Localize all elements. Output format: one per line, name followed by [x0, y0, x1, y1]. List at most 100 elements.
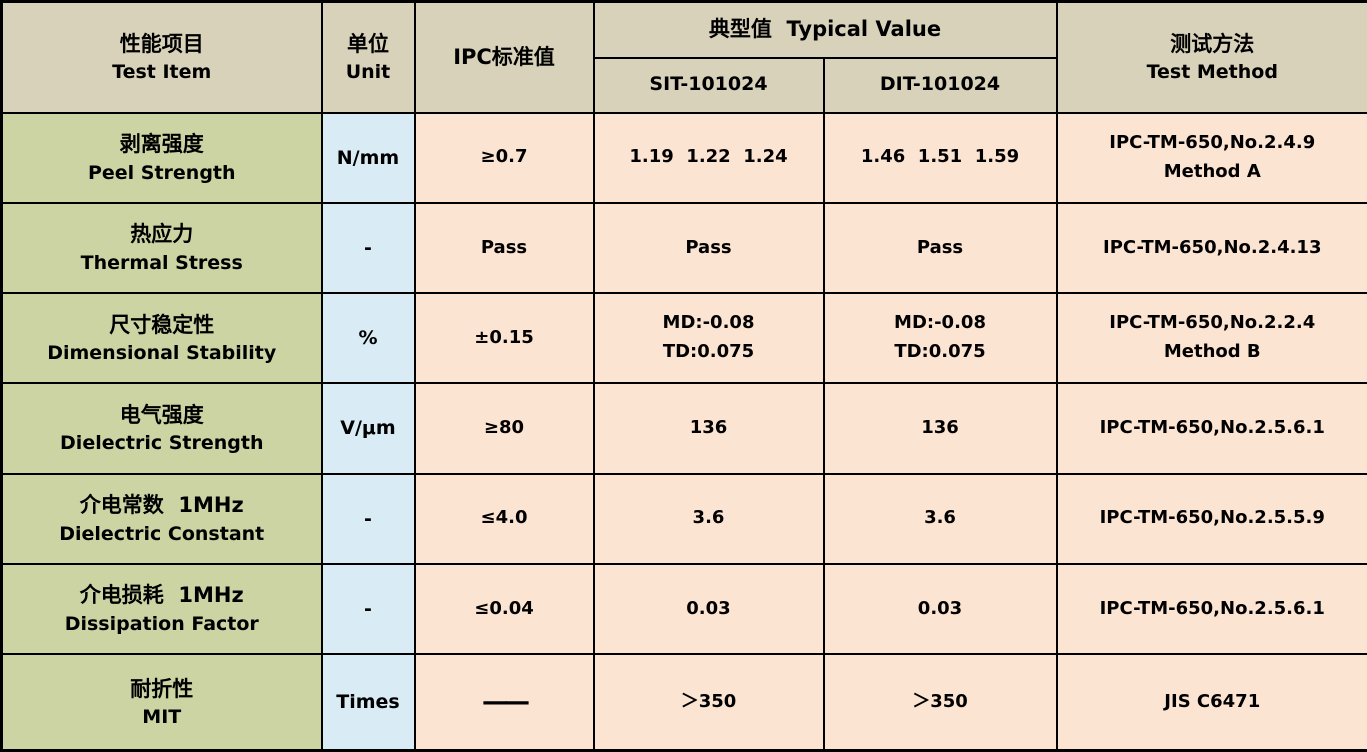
table-row: 尺寸稳定性 Dimensional Stability % ±0.15 MD:-… — [0, 292, 1367, 385]
unit-value: Times — [336, 691, 400, 714]
test-method-line: Method B — [1163, 341, 1261, 363]
table-row: 剥离强度 Peel Strength N/mm ≥0.7 1.19 1.22 1… — [0, 111, 1367, 204]
cell-sit-value: 0.03 — [592, 562, 825, 656]
test-method-line: IPC-TM-650,No.2.5.6.1 — [1099, 597, 1325, 619]
test-item-zh: 剥离强度 — [119, 132, 204, 157]
header-test-method-zh: 测试方法 — [1170, 31, 1255, 56]
test-item-zh: 尺寸稳定性 — [109, 312, 215, 337]
ipc-value: ≤0.04 — [474, 597, 534, 619]
test-method-line: JIS C6471 — [1164, 690, 1261, 712]
dit-value-line: TD:0.075 — [894, 341, 986, 363]
cell-dit-value: 1.46 1.51 1.59 — [822, 111, 1058, 204]
header-ipc-standard-label: IPC标准值 — [453, 44, 555, 69]
cell-sit-value: MD:-0.08 TD:0.075 — [592, 292, 825, 385]
cell-ipc-standard: ≥0.7 — [413, 111, 595, 204]
header-unit: 单位 Unit — [320, 0, 416, 114]
header-sub-sit-label: SIT-101024 — [649, 73, 768, 96]
test-item-en: Dimensional Stability — [47, 342, 277, 365]
table-header: 性能项目 Test Item 单位 Unit IPC标准值 典型值 Typica… — [0, 0, 1367, 114]
cell-dit-value: Pass — [822, 201, 1058, 295]
test-item-en: Dielectric Constant — [59, 522, 265, 545]
header-test-item-zh: 性能项目 — [119, 31, 204, 56]
sit-value-line: MD:-0.08 — [662, 312, 755, 334]
cell-ipc-standard: ≥80 — [413, 382, 595, 475]
test-item-en: MIT — [142, 706, 182, 729]
ipc-value: —— — [482, 686, 530, 717]
unit-value: % — [358, 327, 378, 350]
test-method-line: IPC-TM-650,No.2.5.6.1 — [1099, 417, 1325, 439]
header-test-method-en: Test Method — [1146, 61, 1278, 84]
test-method-line: IPC-TM-650,No.2.4.13 — [1103, 236, 1322, 258]
sit-value-line: TD:0.075 — [662, 341, 755, 363]
cell-test-item: 介电损耗 1MHz Dissipation Factor — [0, 562, 323, 656]
sit-value-line: 1.19 1.22 1.24 — [629, 146, 788, 168]
test-item-zh: 热应力 — [130, 222, 194, 247]
cell-test-method: IPC-TM-650,No.2.5.6.1 — [1055, 382, 1367, 475]
table-row: 热应力 Thermal Stress - Pass Pass Pass IPC-… — [0, 201, 1367, 295]
cell-test-item: 介电常数 1MHz Dielectric Constant — [0, 472, 323, 565]
cell-test-item: 尺寸稳定性 Dimensional Stability — [0, 292, 323, 385]
header-typical-value-label: 典型值 Typical Value — [708, 17, 942, 42]
header-sub-dit: DIT-101024 — [822, 56, 1058, 114]
cell-dit-value: 3.6 — [822, 472, 1058, 565]
dit-value-line: 0.03 — [917, 597, 963, 619]
test-item-en: Dielectric Strength — [60, 432, 264, 455]
ipc-value: Pass — [480, 236, 528, 258]
unit-value: - — [364, 507, 372, 530]
cell-unit: % — [320, 292, 416, 385]
cell-dit-value: 136 — [822, 382, 1058, 475]
header-test-method: 测试方法 Test Method — [1055, 0, 1367, 114]
cell-test-item: 耐折性 MIT — [0, 653, 323, 752]
cell-ipc-standard: Pass — [413, 201, 595, 295]
header-typical-value: 典型值 Typical Value — [592, 0, 1058, 59]
dit-value-line: 136 — [921, 417, 959, 439]
cell-test-method: IPC-TM-650,No.2.4.9 Method A — [1055, 111, 1367, 204]
unit-value: V/μm — [340, 417, 396, 440]
cell-sit-value: Pass — [592, 201, 825, 295]
unit-value: - — [364, 598, 372, 621]
test-item-zh: 耐折性 — [130, 676, 194, 701]
table-row: 介电常数 1MHz Dielectric Constant - ≤4.0 3.6… — [0, 472, 1367, 565]
table-row: 耐折性 MIT Times —— ＞350 ＞350 JIS C6471 — [0, 653, 1367, 752]
cell-test-item: 电气强度 Dielectric Strength — [0, 382, 323, 475]
test-item-en: Thermal Stress — [80, 251, 243, 274]
cell-unit: Times — [320, 653, 416, 752]
sit-value-line: 0.03 — [686, 597, 731, 619]
test-item-zh: 介电常数 1MHz — [79, 493, 244, 518]
cell-unit: N/mm — [320, 111, 416, 204]
ipc-value: ≤4.0 — [480, 507, 528, 529]
dit-value-line: Pass — [916, 236, 964, 258]
test-item-en: Dissipation Factor — [64, 612, 259, 635]
cell-unit: - — [320, 562, 416, 656]
ipc-value: ≥80 — [483, 417, 525, 439]
cell-sit-value: ＞350 — [592, 653, 825, 752]
test-item-zh: 电气强度 — [119, 402, 204, 427]
test-item-zh: 介电损耗 1MHz — [79, 583, 244, 608]
cell-dit-value: MD:-0.08 TD:0.075 — [822, 292, 1058, 385]
cell-test-item: 热应力 Thermal Stress — [0, 201, 323, 295]
cell-ipc-standard: —— — [413, 653, 595, 752]
cell-test-method: JIS C6471 — [1055, 653, 1367, 752]
test-method-line: IPC-TM-650,No.2.5.5.9 — [1099, 507, 1325, 529]
cell-unit: - — [320, 201, 416, 295]
cell-ipc-standard: ≤4.0 — [413, 472, 595, 565]
header-sub-sit: SIT-101024 — [592, 56, 825, 114]
cell-test-method: IPC-TM-650,No.2.5.5.9 — [1055, 472, 1367, 565]
cell-dit-value: 0.03 — [822, 562, 1058, 656]
test-method-line: IPC-TM-650,No.2.2.4 — [1109, 312, 1316, 334]
cell-test-method: IPC-TM-650,No.2.5.6.1 — [1055, 562, 1367, 656]
header-sub-dit-label: DIT-101024 — [879, 73, 1001, 96]
ipc-value: ≥0.7 — [480, 146, 528, 168]
cell-sit-value: 136 — [592, 382, 825, 475]
sit-value-line: 136 — [689, 417, 728, 439]
test-method-line: IPC-TM-650,No.2.4.9 — [1109, 131, 1316, 153]
header-unit-zh: 单位 — [347, 31, 389, 56]
cell-sit-value: 1.19 1.22 1.24 — [592, 111, 825, 204]
dit-value-line: 1.46 1.51 1.59 — [860, 146, 1020, 168]
cell-ipc-standard: ±0.15 — [413, 292, 595, 385]
header-test-item-en: Test Item — [112, 61, 212, 84]
cell-unit: - — [320, 472, 416, 565]
header-test-item: 性能项目 Test Item — [0, 0, 323, 114]
dit-value-line: 3.6 — [924, 507, 956, 529]
